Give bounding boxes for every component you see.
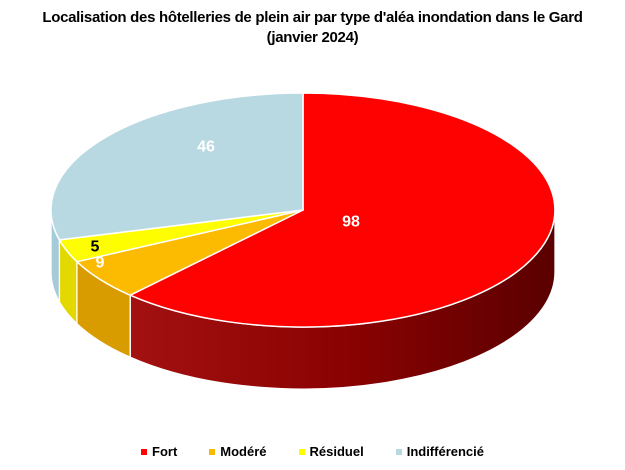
data-label-residuel: 5 <box>91 239 100 256</box>
legend-item-modere[interactable]: Modéré <box>209 444 267 459</box>
legend: Fort Modéré Résiduel Indifférencié <box>0 443 625 461</box>
legend-label-fort: Fort <box>152 444 178 459</box>
chart-title-line2: (janvier 2024) <box>266 29 359 46</box>
chart-title-line1: Localisation des hôtelleries de plein ai… <box>42 9 583 26</box>
legend-item-residuel[interactable]: Résiduel <box>298 444 364 459</box>
legend-item-fort[interactable]: Fort <box>141 445 177 459</box>
data-label-modere: 9 <box>96 255 105 272</box>
legend-swatch-modere <box>209 449 216 455</box>
pie-slice-indifferencie[interactable] <box>50 92 304 241</box>
pie-3d-plot: 98 95 46 <box>50 92 556 390</box>
legend-swatch-residuel <box>298 449 305 455</box>
data-label-indifferencie: 46 <box>197 139 215 156</box>
legend-swatch-indifferencie <box>395 449 402 455</box>
data-label-fort: 98 <box>342 214 360 231</box>
legend-swatch-fort <box>141 449 147 455</box>
chart-title: Localisation des hôtelleries de plein ai… <box>0 8 625 48</box>
legend-label-indifferencie: Indifférencié <box>406 444 484 459</box>
pie-slice-fort[interactable] <box>129 92 556 328</box>
legend-label-residuel: Résiduel <box>309 444 364 459</box>
legend-item-indifferencie[interactable]: Indifférencié <box>395 444 484 459</box>
legend-label-modere: Modéré <box>220 444 267 459</box>
